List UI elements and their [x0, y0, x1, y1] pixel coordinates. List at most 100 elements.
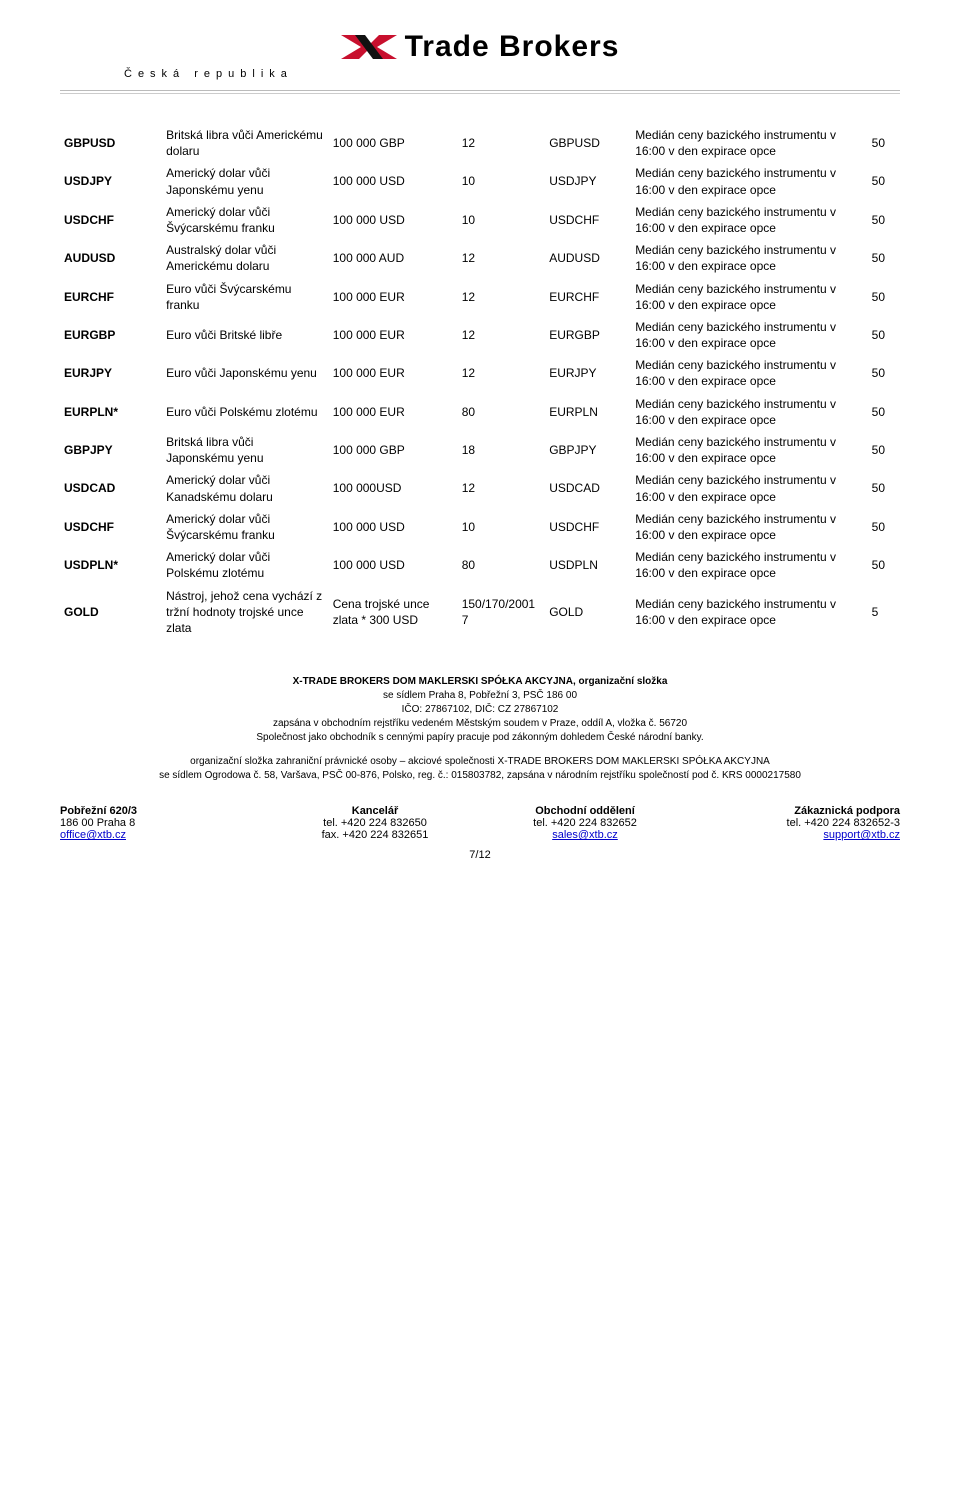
brand-subtitle: Česká republika — [124, 68, 900, 80]
desc-cell: Euro vůči Britské libře — [162, 316, 329, 354]
median-cell: Medián ceny bazického instrumentu v 16:0… — [631, 508, 867, 546]
median-cell: Medián ceny bazického instrumentu v 16:0… — [631, 201, 867, 239]
symbol-cell: USDCAD — [60, 469, 162, 507]
contact-sales: Obchodní oddělení tel. +420 224 832652 s… — [480, 805, 690, 841]
symbol2-cell: USDJPY — [545, 162, 631, 200]
symbol2-cell: EURCHF — [545, 278, 631, 316]
table-row: GBPJPYBritská libra vůči Japonskému yenu… — [60, 431, 900, 469]
num-cell: 80 — [458, 546, 546, 584]
last-cell: 50 — [868, 201, 900, 239]
contact-line: tel. +420 224 832652-3 — [690, 817, 900, 829]
table-row: USDCADAmerický dolar vůči Kanadskému dol… — [60, 469, 900, 507]
num-cell: 10 — [458, 162, 546, 200]
volume-cell: 100 000USD — [329, 469, 458, 507]
footer-line: zapsána v obchodním rejstříku vedeném Mě… — [60, 717, 900, 731]
footer-line: se sídlem Praha 8, Pobřežní 3, PSČ 186 0… — [60, 689, 900, 703]
contact-line: tel. +420 224 832650 — [270, 817, 480, 829]
last-cell: 50 — [868, 316, 900, 354]
desc-cell: Americký dolar vůči Švýcarskému franku — [162, 201, 329, 239]
volume-cell: 100 000 EUR — [329, 316, 458, 354]
symbol2-cell: GBPUSD — [545, 124, 631, 162]
symbol-cell: AUDUSD — [60, 239, 162, 277]
header-rule — [60, 90, 900, 94]
symbol-cell: USDCHF — [60, 508, 162, 546]
num-cell: 12 — [458, 278, 546, 316]
table-row: EURJPYEuro vůči Japonskému yenu100 000 E… — [60, 354, 900, 392]
symbol-cell: GBPUSD — [60, 124, 162, 162]
symbol2-cell: USDCHF — [545, 508, 631, 546]
last-cell: 50 — [868, 239, 900, 277]
num-cell: 10 — [458, 201, 546, 239]
desc-cell: Americký dolar vůči Polskému zlotému — [162, 546, 329, 584]
page-footer: X-TRADE BROKERS DOM MAKLERSKI SPÓŁKA AKC… — [60, 675, 900, 783]
contact-address: Pobřežní 620/3 186 00 Praha 8 office@xtb… — [60, 805, 270, 841]
table-row: EURGBPEuro vůči Britské libře100 000 EUR… — [60, 316, 900, 354]
email-link[interactable]: support@xtb.cz — [823, 829, 900, 841]
symbol2-cell: GBPJPY — [545, 431, 631, 469]
last-cell: 5 — [868, 585, 900, 640]
median-cell: Medián ceny bazického instrumentu v 16:0… — [631, 585, 867, 640]
symbol-cell: USDJPY — [60, 162, 162, 200]
volume-cell: Cena trojské unce zlata * 300 USD — [329, 585, 458, 640]
median-cell: Medián ceny bazického instrumentu v 16:0… — [631, 278, 867, 316]
symbol-cell: USDPLN* — [60, 546, 162, 584]
last-cell: 50 — [868, 354, 900, 392]
desc-cell: Euro vůči Japonskému yenu — [162, 354, 329, 392]
email-link[interactable]: sales@xtb.cz — [552, 829, 618, 841]
symbol2-cell: GOLD — [545, 585, 631, 640]
last-cell: 50 — [868, 508, 900, 546]
median-cell: Medián ceny bazického instrumentu v 16:0… — [631, 469, 867, 507]
desc-cell: Euro vůči Polskému zlotému — [162, 393, 329, 431]
desc-cell: Americký dolar vůči Kanadskému dolaru — [162, 469, 329, 507]
symbol-cell: EURJPY — [60, 354, 162, 392]
contact-title: Pobřežní 620/3 — [60, 805, 270, 817]
volume-cell: 100 000 AUD — [329, 239, 458, 277]
contact-line: 186 00 Praha 8 — [60, 817, 270, 829]
footer-line: X-TRADE BROKERS DOM MAKLERSKI SPÓŁKA AKC… — [60, 675, 900, 689]
num-cell: 12 — [458, 469, 546, 507]
contact-support: Zákaznická podpora tel. +420 224 832652-… — [690, 805, 900, 841]
num-cell: 12 — [458, 124, 546, 162]
last-cell: 50 — [868, 431, 900, 469]
instruments-table: GBPUSDBritská libra vůči Americkému dola… — [60, 124, 900, 639]
volume-cell: 100 000 GBP — [329, 431, 458, 469]
email-link[interactable]: office@xtb.cz — [60, 829, 126, 841]
desc-cell: Australský dolar vůči Americkému dolaru — [162, 239, 329, 277]
contact-title: Zákaznická podpora — [690, 805, 900, 817]
desc-cell: Americký dolar vůči Švýcarskému franku — [162, 508, 329, 546]
symbol-cell: EURPLN* — [60, 393, 162, 431]
table-row: AUDUSDAustralský dolar vůči Americkému d… — [60, 239, 900, 277]
contact-office: Kancelář tel. +420 224 832650 fax. +420 … — [270, 805, 480, 841]
desc-cell: Britská libra vůči Americkému dolaru — [162, 124, 329, 162]
contact-title: Obchodní oddělení — [480, 805, 690, 817]
median-cell: Medián ceny bazického instrumentu v 16:0… — [631, 431, 867, 469]
last-cell: 50 — [868, 393, 900, 431]
footer-line: IČO: 27867102, DIČ: CZ 27867102 — [60, 703, 900, 717]
symbol2-cell: USDPLN — [545, 546, 631, 584]
last-cell: 50 — [868, 278, 900, 316]
symbol2-cell: AUDUSD — [545, 239, 631, 277]
last-cell: 50 — [868, 546, 900, 584]
symbol2-cell: USDCAD — [545, 469, 631, 507]
volume-cell: 100 000 USD — [329, 508, 458, 546]
num-cell: 12 — [458, 316, 546, 354]
page-number: 7/12 — [60, 849, 900, 861]
contact-title: Kancelář — [270, 805, 480, 817]
symbol2-cell: EURPLN — [545, 393, 631, 431]
last-cell: 50 — [868, 162, 900, 200]
num-cell: 150/170/2001 7 — [458, 585, 546, 640]
last-cell: 50 — [868, 124, 900, 162]
num-cell: 12 — [458, 354, 546, 392]
median-cell: Medián ceny bazického instrumentu v 16:0… — [631, 393, 867, 431]
median-cell: Medián ceny bazického instrumentu v 16:0… — [631, 162, 867, 200]
volume-cell: 100 000 EUR — [329, 278, 458, 316]
volume-cell: 100 000 USD — [329, 546, 458, 584]
num-cell: 12 — [458, 239, 546, 277]
num-cell: 10 — [458, 508, 546, 546]
table-row: EURPLN*Euro vůči Polskému zlotému100 000… — [60, 393, 900, 431]
table-row: GOLDNástroj, jehož cena vychází z tržní … — [60, 585, 900, 640]
table-row: USDCHFAmerický dolar vůči Švýcarskému fr… — [60, 201, 900, 239]
contact-line: fax. +420 224 832651 — [270, 829, 480, 841]
last-cell: 50 — [868, 469, 900, 507]
symbol-cell: EURCHF — [60, 278, 162, 316]
